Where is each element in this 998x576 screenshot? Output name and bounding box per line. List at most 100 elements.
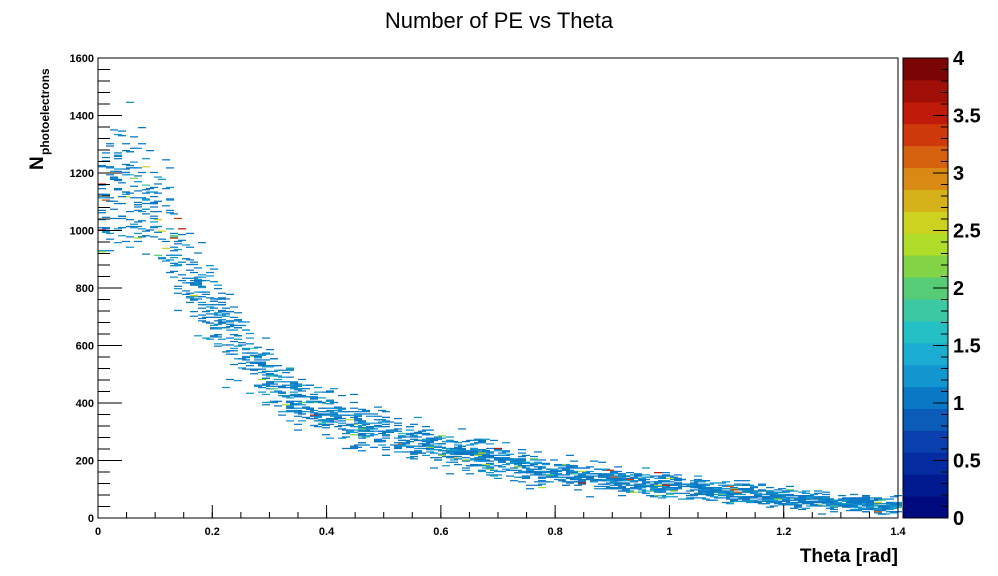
heatmap-cell xyxy=(542,481,550,483)
heatmap-cell xyxy=(318,411,326,413)
heatmap-cell xyxy=(734,491,742,493)
heatmap-cell xyxy=(486,466,494,468)
palette-tick-label: 4 xyxy=(953,48,965,70)
heatmap-cell xyxy=(122,193,130,195)
heatmap-cell xyxy=(234,327,242,329)
heatmap-cell xyxy=(138,127,146,129)
heatmap-cell xyxy=(270,358,278,360)
heatmap-cell xyxy=(370,434,378,436)
heatmap-cell xyxy=(262,374,270,376)
heatmap-cell xyxy=(266,348,274,351)
heatmap-cell xyxy=(106,232,114,235)
heatmap-cell xyxy=(726,485,734,488)
y-axis: 0 200 400 600 800 1000 1200 1400 1600 xyxy=(70,53,122,525)
heatmap-cell xyxy=(586,496,594,498)
heatmap-cell xyxy=(882,507,890,509)
heatmap-cell xyxy=(874,503,882,505)
heatmap-cell xyxy=(426,445,434,447)
heatmap-cell xyxy=(422,443,430,445)
heatmap-cell xyxy=(554,463,562,466)
x-tick-label: 0.4 xyxy=(319,526,335,538)
heatmap-cell xyxy=(630,486,638,489)
heatmap-cell xyxy=(206,316,214,319)
heatmap-cell xyxy=(142,208,150,210)
palette-tick-label: 2.5 xyxy=(953,221,981,243)
heatmap-cell xyxy=(114,152,122,154)
heatmap-cell xyxy=(842,497,850,499)
heatmap-cell xyxy=(438,443,446,445)
heatmap-cell xyxy=(290,404,298,406)
heatmap-cell xyxy=(142,158,150,160)
heatmap-cell xyxy=(366,432,374,435)
heatmap-cell xyxy=(150,227,158,229)
heatmap-cell xyxy=(286,397,294,399)
heatmap-cell xyxy=(322,434,330,436)
heatmap-cell xyxy=(422,454,430,457)
palette-tick-label: 0 xyxy=(953,508,964,530)
heatmap-cell xyxy=(446,452,454,454)
heatmap-cell xyxy=(206,309,214,312)
heatmap-cell xyxy=(562,484,570,486)
heatmap-cell xyxy=(138,228,146,230)
heatmap-cell xyxy=(98,229,106,231)
color-palette xyxy=(903,58,948,519)
heatmap-cell xyxy=(590,480,598,482)
heatmap-cell xyxy=(734,498,742,500)
heatmap-cell xyxy=(634,488,642,490)
heatmap-cell xyxy=(798,508,806,511)
heatmap-cell xyxy=(774,489,782,491)
heatmap-cell xyxy=(490,439,498,442)
heatmap-cell xyxy=(138,197,146,199)
heatmap-cell xyxy=(694,484,702,486)
heatmap-cell xyxy=(818,513,826,515)
heatmap-cell xyxy=(558,478,566,481)
heatmap-cell xyxy=(778,493,786,496)
heatmap-cell xyxy=(102,231,110,233)
heatmap-cell xyxy=(470,451,478,453)
heatmap-cell xyxy=(178,239,186,241)
heatmap-cell xyxy=(618,488,626,490)
heatmap-cell xyxy=(706,495,714,497)
heatmap-cell xyxy=(610,470,618,473)
heatmap-cell xyxy=(810,504,818,506)
heatmap-cell xyxy=(378,421,386,423)
heatmap-cell xyxy=(222,307,230,309)
heatmap-cell xyxy=(442,440,450,443)
heatmap-cell xyxy=(194,284,202,286)
heatmap-cell xyxy=(718,482,726,484)
heatmap-cell xyxy=(630,481,638,483)
heatmap-cell xyxy=(426,437,434,439)
heatmap-cell xyxy=(454,463,462,466)
heatmap-cell xyxy=(298,401,306,404)
heatmap-cell xyxy=(570,481,578,483)
heatmap-cell xyxy=(270,374,278,376)
heatmap-cell xyxy=(694,478,702,481)
heatmap-cell xyxy=(478,458,486,460)
heatmap-cell xyxy=(622,483,630,485)
heatmap-cell xyxy=(522,467,530,469)
heatmap-cell xyxy=(638,489,646,491)
heatmap-cell xyxy=(666,489,674,491)
heatmap-cell xyxy=(830,511,838,513)
heatmap-cell xyxy=(194,267,202,269)
heatmap-cell xyxy=(606,480,614,482)
heatmap-cell xyxy=(410,453,418,455)
heatmap-cell xyxy=(438,437,446,439)
heatmap-cell xyxy=(674,488,682,490)
heatmap-cell xyxy=(150,171,158,174)
heatmap-cell xyxy=(254,355,262,358)
heatmap-cell xyxy=(338,408,346,411)
heatmap-cell xyxy=(586,466,594,468)
heatmap-cell xyxy=(186,297,194,299)
heatmap-cell xyxy=(322,427,330,429)
heatmap-cell xyxy=(398,444,406,446)
heatmap-cell xyxy=(618,476,626,478)
heatmap-cell xyxy=(110,208,118,210)
heatmap-cell xyxy=(286,420,294,422)
heatmap-cell xyxy=(346,424,354,427)
heatmap-cell xyxy=(654,481,662,483)
heatmap-cell xyxy=(790,503,798,505)
heatmap-cell xyxy=(282,381,290,383)
heatmap-cell xyxy=(206,297,214,299)
heatmap-cell xyxy=(166,209,174,212)
